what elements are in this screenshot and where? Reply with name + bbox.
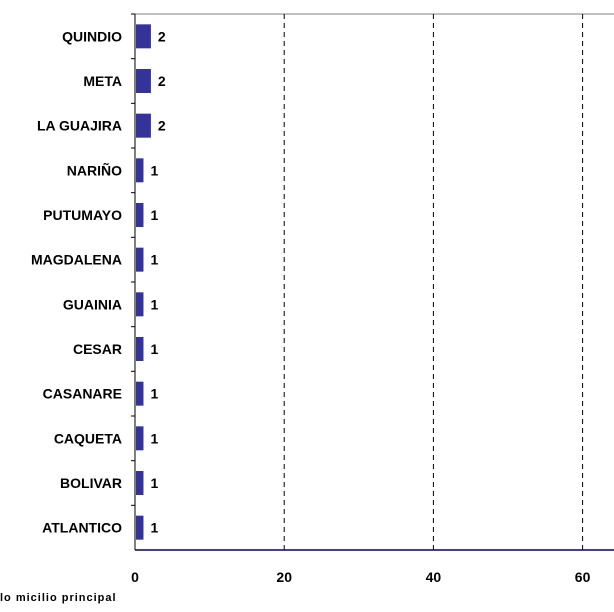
category-label: PUTUMAYO <box>43 207 122 223</box>
category-label: QUINDIO <box>62 28 122 44</box>
data-label: 1 <box>150 162 158 178</box>
data-label: 1 <box>150 386 158 402</box>
x-tick-label: 0 <box>131 569 139 585</box>
bars <box>136 24 151 540</box>
category-label: GUAINIA <box>63 296 122 312</box>
footer-caption: lo micilio principal <box>0 592 117 604</box>
category-label: META <box>83 73 122 89</box>
data-label: 1 <box>150 430 158 446</box>
category-label: ATLANTICO <box>42 520 122 536</box>
axes <box>131 13 614 551</box>
bar <box>136 471 144 495</box>
category-label: BOLIVAR <box>60 475 122 491</box>
category-label: CAQUETA <box>54 430 122 446</box>
data-label: 1 <box>150 252 158 268</box>
labels: QUINDIO 2 META 2 LA GUAJIRA 2 NARIÑO 1 PUTUMAYO 1… <box>31 28 591 585</box>
bar <box>136 426 144 451</box>
data-label: 1 <box>150 296 158 312</box>
data-label: 2 <box>158 28 166 44</box>
x-tick-label: 40 <box>426 569 442 585</box>
data-label: 1 <box>150 207 158 223</box>
data-label: 1 <box>150 520 158 536</box>
bar <box>136 113 151 138</box>
bar <box>136 381 144 406</box>
category-label: CESAR <box>73 341 122 357</box>
bar <box>136 24 151 49</box>
category-label: NARIÑO <box>67 161 122 178</box>
bar <box>136 247 144 272</box>
data-label: 2 <box>158 118 166 134</box>
data-label: 1 <box>150 475 158 491</box>
bar <box>136 515 144 540</box>
bar <box>136 203 144 227</box>
bar <box>136 337 144 361</box>
x-tick-label: 20 <box>276 569 292 585</box>
bar <box>136 69 151 93</box>
data-label: 2 <box>158 73 166 89</box>
category-label: CASANARE <box>43 386 122 402</box>
data-label: 1 <box>150 341 158 357</box>
gridlines <box>135 13 614 550</box>
bar <box>136 158 144 183</box>
category-label: MAGDALENA <box>31 252 122 268</box>
category-label: LA GUAJIRA <box>37 118 122 134</box>
x-tick-label: 60 <box>575 569 591 585</box>
bar <box>136 292 144 317</box>
